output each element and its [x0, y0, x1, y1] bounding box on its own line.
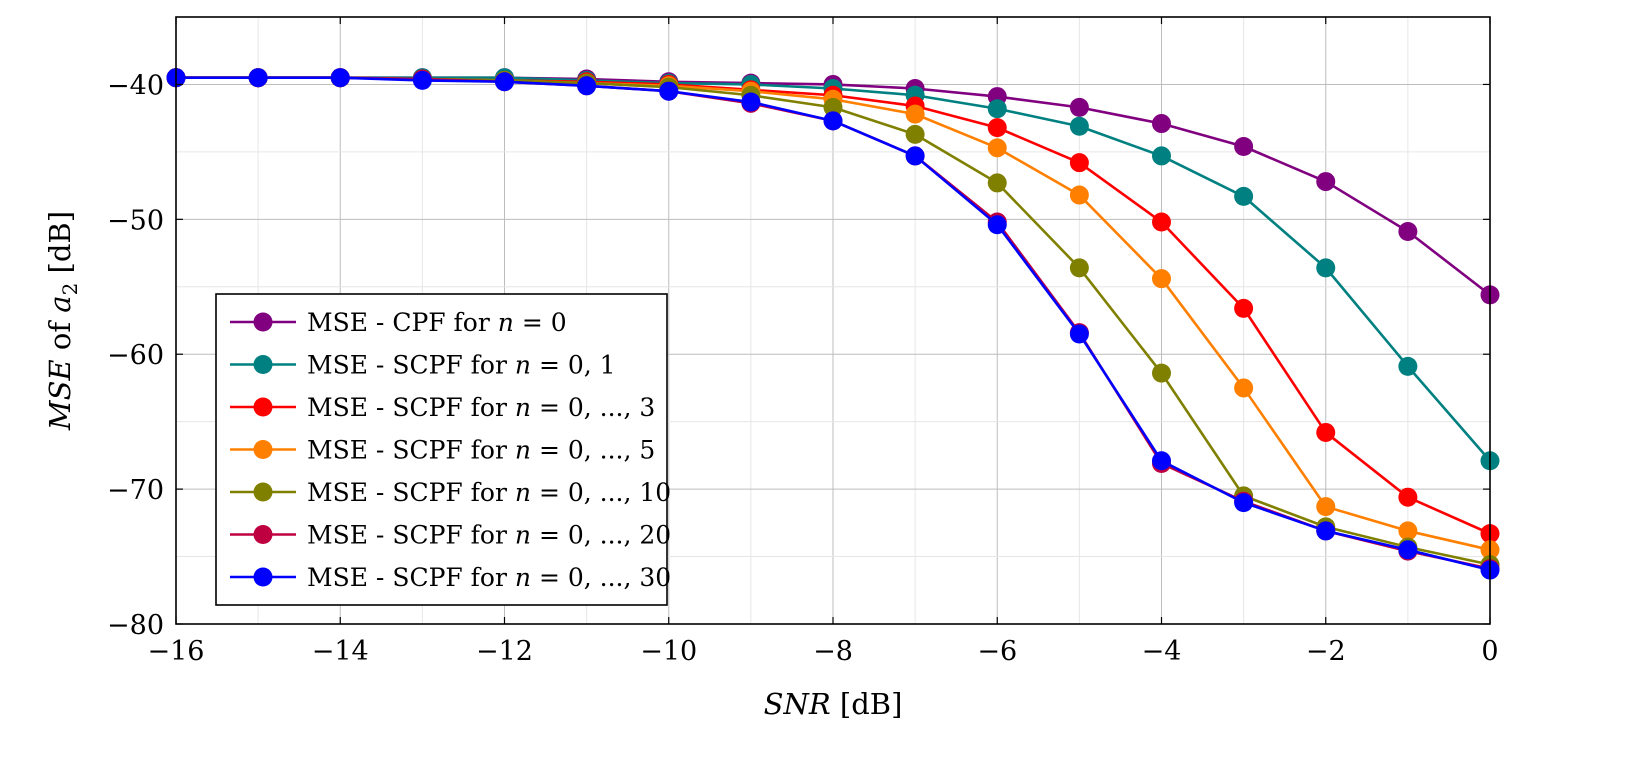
x-tick-label: −4 — [1142, 636, 1182, 667]
y-axis-title: MSE of a2 [dB] — [43, 211, 82, 431]
legend-marker — [253, 397, 273, 417]
data-point — [1234, 493, 1254, 513]
data-point — [905, 146, 925, 166]
data-point — [1152, 363, 1171, 383]
data-point — [1316, 258, 1336, 278]
data-point — [1152, 269, 1171, 289]
legend-label: MSE - SCPF for n = 0, ..., 20 — [307, 521, 671, 550]
data-point — [659, 81, 679, 101]
data-point — [1234, 186, 1254, 206]
data-point — [905, 124, 925, 144]
series-layer — [166, 68, 1500, 580]
axis-ticks: −16 −14 −12 −10 −8 −6 −4 −2 0 −80 −70 −60 −50 −40 — [107, 17, 1499, 667]
data-point — [1398, 356, 1418, 376]
data-point — [987, 118, 1007, 138]
data-point — [1069, 185, 1089, 205]
legend-marker — [253, 567, 273, 587]
y-axis-var: MSE — [43, 359, 77, 431]
x-tick-label: −16 — [148, 636, 205, 667]
data-point — [1234, 136, 1254, 156]
legend-label: MSE - SCPF for n = 0, 1 — [307, 351, 616, 380]
legend-item: MSE - SCPF for n = 0, ..., 20 — [230, 521, 671, 550]
legend-marker — [253, 525, 273, 544]
x-tick-label: 0 — [1481, 636, 1498, 667]
data-point — [1398, 221, 1418, 241]
data-point — [412, 70, 432, 90]
x-tick-label: −14 — [312, 636, 369, 667]
y-tick-label: −80 — [107, 610, 164, 641]
data-point — [1316, 497, 1336, 517]
legend-item: MSE - SCPF for n = 0, ..., 10 — [230, 478, 671, 507]
legend-marker — [253, 312, 273, 332]
legend-marker — [253, 482, 273, 502]
data-point — [1234, 298, 1254, 318]
x-tick-label: −10 — [640, 636, 697, 667]
y-tick-label: −60 — [107, 340, 164, 371]
y-tick-label: −70 — [107, 475, 164, 506]
data-point — [577, 76, 597, 96]
legend-label: MSE - SCPF for n = 0, ..., 30 — [307, 563, 671, 592]
y-axis-mid: of — [43, 313, 77, 360]
legend-marker — [253, 355, 273, 374]
data-point — [823, 97, 843, 117]
data-point — [987, 215, 1007, 235]
data-point — [987, 99, 1007, 119]
y-axis-unit: [dB] — [43, 211, 77, 283]
legend-label: MSE - SCPF for n = 0, ..., 3 — [307, 393, 655, 422]
legend-item: MSE - SCPF for n = 0, ..., 30 — [230, 563, 671, 592]
y-axis-symbol: a — [43, 295, 77, 312]
data-point — [987, 138, 1007, 158]
data-point — [1398, 540, 1418, 560]
data-point — [1398, 487, 1418, 507]
data-point — [1069, 324, 1089, 344]
data-point — [823, 111, 843, 131]
legend-marker — [253, 440, 273, 459]
x-tick-label: −12 — [476, 636, 533, 667]
legend-label: MSE - SCPF for n = 0, ..., 5 — [307, 436, 655, 465]
data-point — [1069, 97, 1089, 117]
data-point — [905, 104, 925, 124]
data-point — [1152, 451, 1171, 471]
data-point — [1152, 212, 1171, 232]
data-point — [495, 72, 514, 92]
data-point — [987, 173, 1007, 193]
data-point — [1152, 146, 1171, 166]
y-tick-label: −40 — [107, 70, 164, 101]
data-point — [1234, 378, 1254, 398]
x-axis-title: SNR [dB] — [764, 687, 903, 721]
x-axis-unit: [dB] — [831, 687, 903, 721]
data-point — [741, 92, 761, 112]
data-point — [1069, 258, 1089, 278]
legend: MSE - CPF for n = 0 MSE - SCPF for n = 0,… — [215, 293, 671, 606]
series-7 — [166, 68, 1500, 580]
legend-label: MSE - CPF for n = 0 — [307, 308, 567, 337]
legend-item: MSE - SCPF for n = 0, ..., 5 — [230, 436, 655, 465]
data-point — [1069, 153, 1089, 173]
data-point — [330, 68, 350, 88]
data-point — [248, 68, 268, 88]
legend-item: MSE - SCPF for n = 0, 1 — [230, 351, 616, 380]
y-axis-subscript: 2 — [58, 283, 82, 296]
x-axis-var: SNR — [764, 687, 831, 721]
x-tick-label: −6 — [977, 636, 1017, 667]
y-tick-label: −50 — [107, 205, 164, 236]
data-point — [1152, 114, 1171, 134]
data-point — [1316, 422, 1336, 442]
x-tick-label: −2 — [1306, 636, 1346, 667]
data-point — [1069, 116, 1089, 136]
x-tick-label: −8 — [813, 636, 853, 667]
legend-label: MSE - SCPF for n = 0, ..., 10 — [307, 478, 671, 507]
data-point — [1316, 172, 1336, 192]
legend-item: MSE - CPF for n = 0 — [230, 308, 567, 337]
legend-item: MSE - SCPF for n = 0, ..., 3 — [230, 393, 655, 422]
data-point — [1398, 521, 1418, 541]
data-point — [1316, 521, 1336, 541]
